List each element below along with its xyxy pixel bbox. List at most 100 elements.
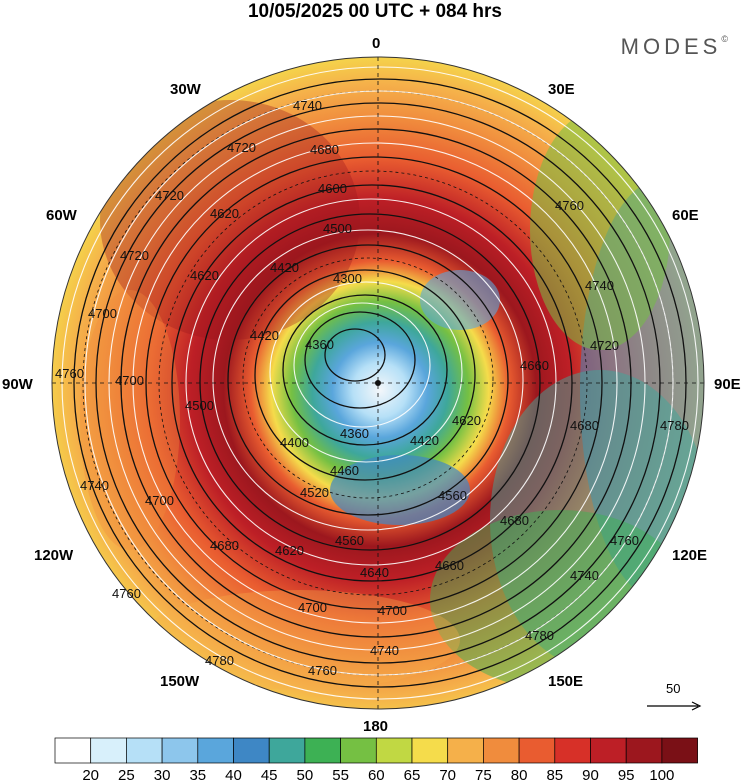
contour-labels: 4740 4720 4680 4620 4500 4420 4360 4300 … <box>55 98 689 678</box>
contour-label: 4420 <box>270 260 299 275</box>
contour-label: 4680 <box>570 418 599 433</box>
contour-label: 4620 <box>452 413 481 428</box>
contour-label: 4720 <box>590 338 619 353</box>
brand-logo: MODES© <box>620 34 728 59</box>
colorbar-tick-label: 90 <box>582 767 599 782</box>
lon-label-90e: 90E <box>714 376 741 393</box>
colorbar-swatch <box>54 737 92 764</box>
north-pole-marker <box>375 380 381 386</box>
contour-label: 4680 <box>500 513 529 528</box>
contour-label: 4520 <box>300 485 329 500</box>
colorbar-swatch <box>126 737 163 764</box>
contour-label: 4660 <box>435 558 464 573</box>
colorbar: 20 25 30 35 40 45 50 55 60 65 70 75 80 85 90 95 100 <box>54 737 698 782</box>
colorbar-tick-label: 75 <box>475 767 492 782</box>
lon-label-0: 0 <box>372 35 380 52</box>
contour-label: 4700 <box>88 306 117 321</box>
colorbar-swatch <box>233 737 270 764</box>
colorbar-swatch <box>411 737 449 764</box>
colorbar-tick-label: 55 <box>332 767 349 782</box>
contour-label: 4780 <box>660 418 689 433</box>
lon-label-60e: 60E <box>672 207 699 224</box>
colorbar-swatch <box>447 737 484 764</box>
reference-vector: 50 <box>647 681 702 711</box>
colorbar-tick-label: 50 <box>297 767 314 782</box>
contour-label: 4760 <box>55 366 84 381</box>
contour-label: 4680 <box>310 142 339 157</box>
contour-label: 4500 <box>185 398 214 413</box>
contour-label: 4560 <box>438 488 467 503</box>
colorbar-tick-label: 60 <box>368 767 385 782</box>
contour-label: 4720 <box>120 248 149 263</box>
contour-label: 4360 <box>305 337 334 352</box>
colorbar-tick-label: 30 <box>154 767 171 782</box>
colorbar-tick-label: 80 <box>511 767 528 782</box>
lon-label-30w: 30W <box>170 81 202 98</box>
map-title: 10/05/2025 00 UTC + 084 hrs <box>247 1 503 22</box>
contour-label: 4740 <box>585 278 614 293</box>
contour-label: 4560 <box>335 533 364 548</box>
contour-label: 4780 <box>525 628 554 643</box>
contour-label: 4400 <box>280 435 309 450</box>
contour-label: 4420 <box>250 328 279 343</box>
contour-label: 4740 <box>370 643 399 658</box>
colorbar-tick-label: 95 <box>618 767 635 782</box>
contour-label: 4620 <box>210 206 239 221</box>
colorbar-swatch <box>661 737 698 764</box>
colorbar-swatch <box>625 737 663 764</box>
contour-label: 4700 <box>115 373 144 388</box>
contour-label: 4700 <box>145 493 174 508</box>
contour-label: 4620 <box>275 543 304 558</box>
colorbar-tick-label: 45 <box>261 767 278 782</box>
contour-label: 4760 <box>112 586 141 601</box>
colorbar-tick-label: 100 <box>649 767 674 782</box>
contour-label: 4620 <box>190 268 219 283</box>
colorbar-swatch <box>375 737 413 764</box>
contour-label: 4700 <box>298 600 327 615</box>
colorbar-swatch <box>554 737 591 764</box>
lon-label-60w: 60W <box>46 207 78 224</box>
colorbar-tick-label: 85 <box>546 767 563 782</box>
contour-label: 4600 <box>318 181 347 196</box>
colorbar-swatch <box>161 737 199 764</box>
colorbar-tick-label: 20 <box>82 767 99 782</box>
arrow-right-icon <box>691 701 702 711</box>
contour-label: 4300 <box>333 271 362 286</box>
map-border <box>51 56 705 710</box>
lon-label-30e: 30E <box>548 81 575 98</box>
lon-label-120e: 120E <box>672 547 707 564</box>
contour-label: 4640 <box>360 565 389 580</box>
contour-label: 4460 <box>330 463 359 478</box>
colorbar-tick-label: 40 <box>225 767 242 782</box>
contour-label: 4420 <box>410 433 439 448</box>
contour-label: 4780 <box>205 653 234 668</box>
contour-label: 4760 <box>610 533 639 548</box>
colorbar-tick-label: 35 <box>189 767 206 782</box>
contour-label: 4360 <box>340 426 369 441</box>
colorbar-swatch <box>483 737 520 764</box>
contour-label: 4740 <box>80 478 109 493</box>
colorbar-swatch <box>518 737 556 764</box>
contour-label: 4740 <box>293 98 322 113</box>
colorbar-tick-label: 25 <box>118 767 135 782</box>
colorbar-swatch <box>268 737 306 764</box>
colorbar-swatch <box>304 737 341 764</box>
contour-label: 4760 <box>308 663 337 678</box>
lon-label-120w: 120W <box>34 547 74 564</box>
contour-label: 4680 <box>210 538 239 553</box>
colorbar-swatch <box>197 737 234 764</box>
colorbar-tick-label: 65 <box>404 767 421 782</box>
contour-label: 4720 <box>155 188 184 203</box>
contour-label: 4760 <box>555 198 584 213</box>
colorbar-tick-label: 70 <box>439 767 456 782</box>
contour-label: 4720 <box>227 140 256 155</box>
colorbar-swatch <box>590 737 627 764</box>
contour-label: 4660 <box>520 358 549 373</box>
lon-label-150w: 150W <box>160 673 200 690</box>
contour-label: 4500 <box>323 221 352 236</box>
colorbar-swatch <box>340 737 377 764</box>
lon-label-150e: 150E <box>548 673 583 690</box>
reference-vector-label: 50 <box>666 681 680 696</box>
contour-label: 4740 <box>570 568 599 583</box>
